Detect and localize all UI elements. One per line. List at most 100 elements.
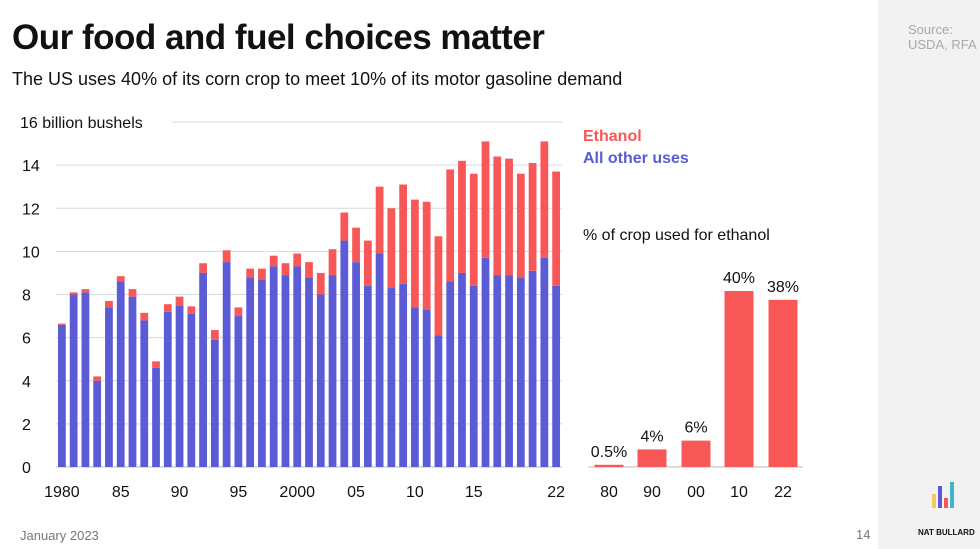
x-tick-label: 10 (406, 484, 424, 501)
bar-ethanol (422, 201, 431, 310)
y-tick-label: 14 (22, 158, 40, 175)
x-tick-label: 95 (229, 484, 247, 501)
share-bar (724, 291, 754, 467)
bar-ethanol (363, 240, 372, 286)
x-tick-label: 85 (112, 484, 130, 501)
bar-ethanol (352, 227, 360, 263)
bar-ethanol (399, 184, 408, 284)
bar-ethanol (93, 376, 102, 381)
share-data-label: 40% (723, 270, 755, 287)
bar-other-uses (105, 307, 113, 467)
bar-other-uses (493, 275, 502, 467)
bar-ethanol (234, 307, 243, 317)
bar-ethanol (540, 141, 549, 258)
y-tick-label: 12 (22, 201, 40, 218)
bar-other-uses (446, 281, 455, 467)
y-tick-label: 4 (22, 374, 31, 391)
bar-other-uses (528, 270, 537, 467)
bar-other-uses (81, 292, 90, 467)
bar-ethanol (316, 272, 325, 295)
bar-other-uses (363, 285, 372, 467)
bar-ethanol (505, 158, 513, 276)
bar-other-uses (128, 296, 137, 467)
page-title: Our food and fuel choices matter (12, 18, 545, 57)
legend-ethanol: Ethanol (583, 128, 642, 145)
bar-ethanol (152, 361, 160, 368)
brand-name: NAT BULLARD (918, 528, 975, 537)
bar-other-uses (163, 311, 172, 467)
share-category-label: 90 (643, 484, 661, 501)
bar-ethanol (128, 289, 137, 297)
page-number: 14 (856, 527, 871, 542)
x-tick-label: 22 (547, 484, 565, 501)
bar-ethanol (269, 255, 278, 267)
share-data-label: 38% (767, 279, 799, 296)
bar-other-uses (399, 283, 408, 467)
side-panel (878, 0, 980, 549)
bar-other-uses (434, 335, 443, 467)
bar-other-uses (481, 257, 490, 467)
bar-ethanol (458, 160, 466, 273)
bar-ethanol (58, 323, 66, 325)
bar-other-uses (469, 285, 478, 467)
bar-other-uses (387, 288, 396, 467)
bar-other-uses (116, 281, 125, 467)
bar-ethanol (528, 162, 537, 271)
share-data-label: 4% (640, 428, 663, 445)
bar-ethanol (446, 169, 455, 282)
share-data-label: 6% (684, 420, 707, 437)
bar-ethanol (328, 249, 337, 276)
bar-other-uses (93, 380, 102, 467)
source-value: USDA, RFA (908, 37, 977, 52)
bar-other-uses (411, 307, 419, 467)
bar-other-uses (293, 266, 302, 467)
bar-ethanol (69, 292, 78, 295)
share-bar (681, 440, 711, 467)
y-tick-label: 10 (22, 244, 40, 261)
page-subtitle: The US uses 40% of its corn crop to meet… (12, 69, 623, 89)
bar-ethanol (469, 173, 478, 286)
bar-other-uses (258, 279, 266, 467)
bar-other-uses (199, 272, 207, 467)
bar-other-uses (305, 277, 313, 467)
source-note: Source: USDA, RFA (908, 22, 977, 52)
bar-other-uses (516, 277, 525, 467)
bar-ethanol (163, 304, 172, 312)
share-category-label: 80 (600, 484, 618, 501)
share-bar (594, 464, 624, 467)
bar-ethanol (516, 173, 525, 278)
bar-ethanol (258, 268, 266, 280)
bar-ethanol (493, 156, 502, 276)
bar-other-uses (175, 305, 184, 467)
bar-other-uses (222, 262, 231, 467)
bar-other-uses (340, 240, 349, 467)
y-tick-label: 0 (22, 460, 31, 477)
x-tick-label: 15 (465, 484, 483, 501)
bar-other-uses (234, 316, 243, 467)
share-bar (637, 449, 667, 467)
share-bar (768, 299, 798, 467)
bar-ethanol (116, 276, 125, 282)
bar-other-uses (269, 266, 278, 467)
x-tick-label: 90 (171, 484, 189, 501)
bar-ethanol (293, 253, 302, 267)
x-tick-label: 2000 (279, 484, 315, 501)
bar-ethanol (481, 141, 490, 258)
bar-other-uses (187, 313, 196, 467)
bar-ethanol (222, 250, 231, 263)
y-tick-label: 2 (22, 417, 31, 434)
bar-other-uses (375, 253, 384, 467)
y-tick-label: 8 (22, 288, 31, 305)
footer-date: January 2023 (20, 528, 99, 543)
bar-other-uses (69, 294, 78, 467)
bar-other-uses (140, 320, 149, 467)
x-tick-label: 1980 (44, 484, 80, 501)
bar-ethanol (305, 262, 313, 278)
bar-ethanol (140, 312, 149, 321)
bar-ethanol (375, 186, 384, 254)
bar-ethanol (552, 171, 560, 286)
bar-ethanol (340, 212, 349, 241)
